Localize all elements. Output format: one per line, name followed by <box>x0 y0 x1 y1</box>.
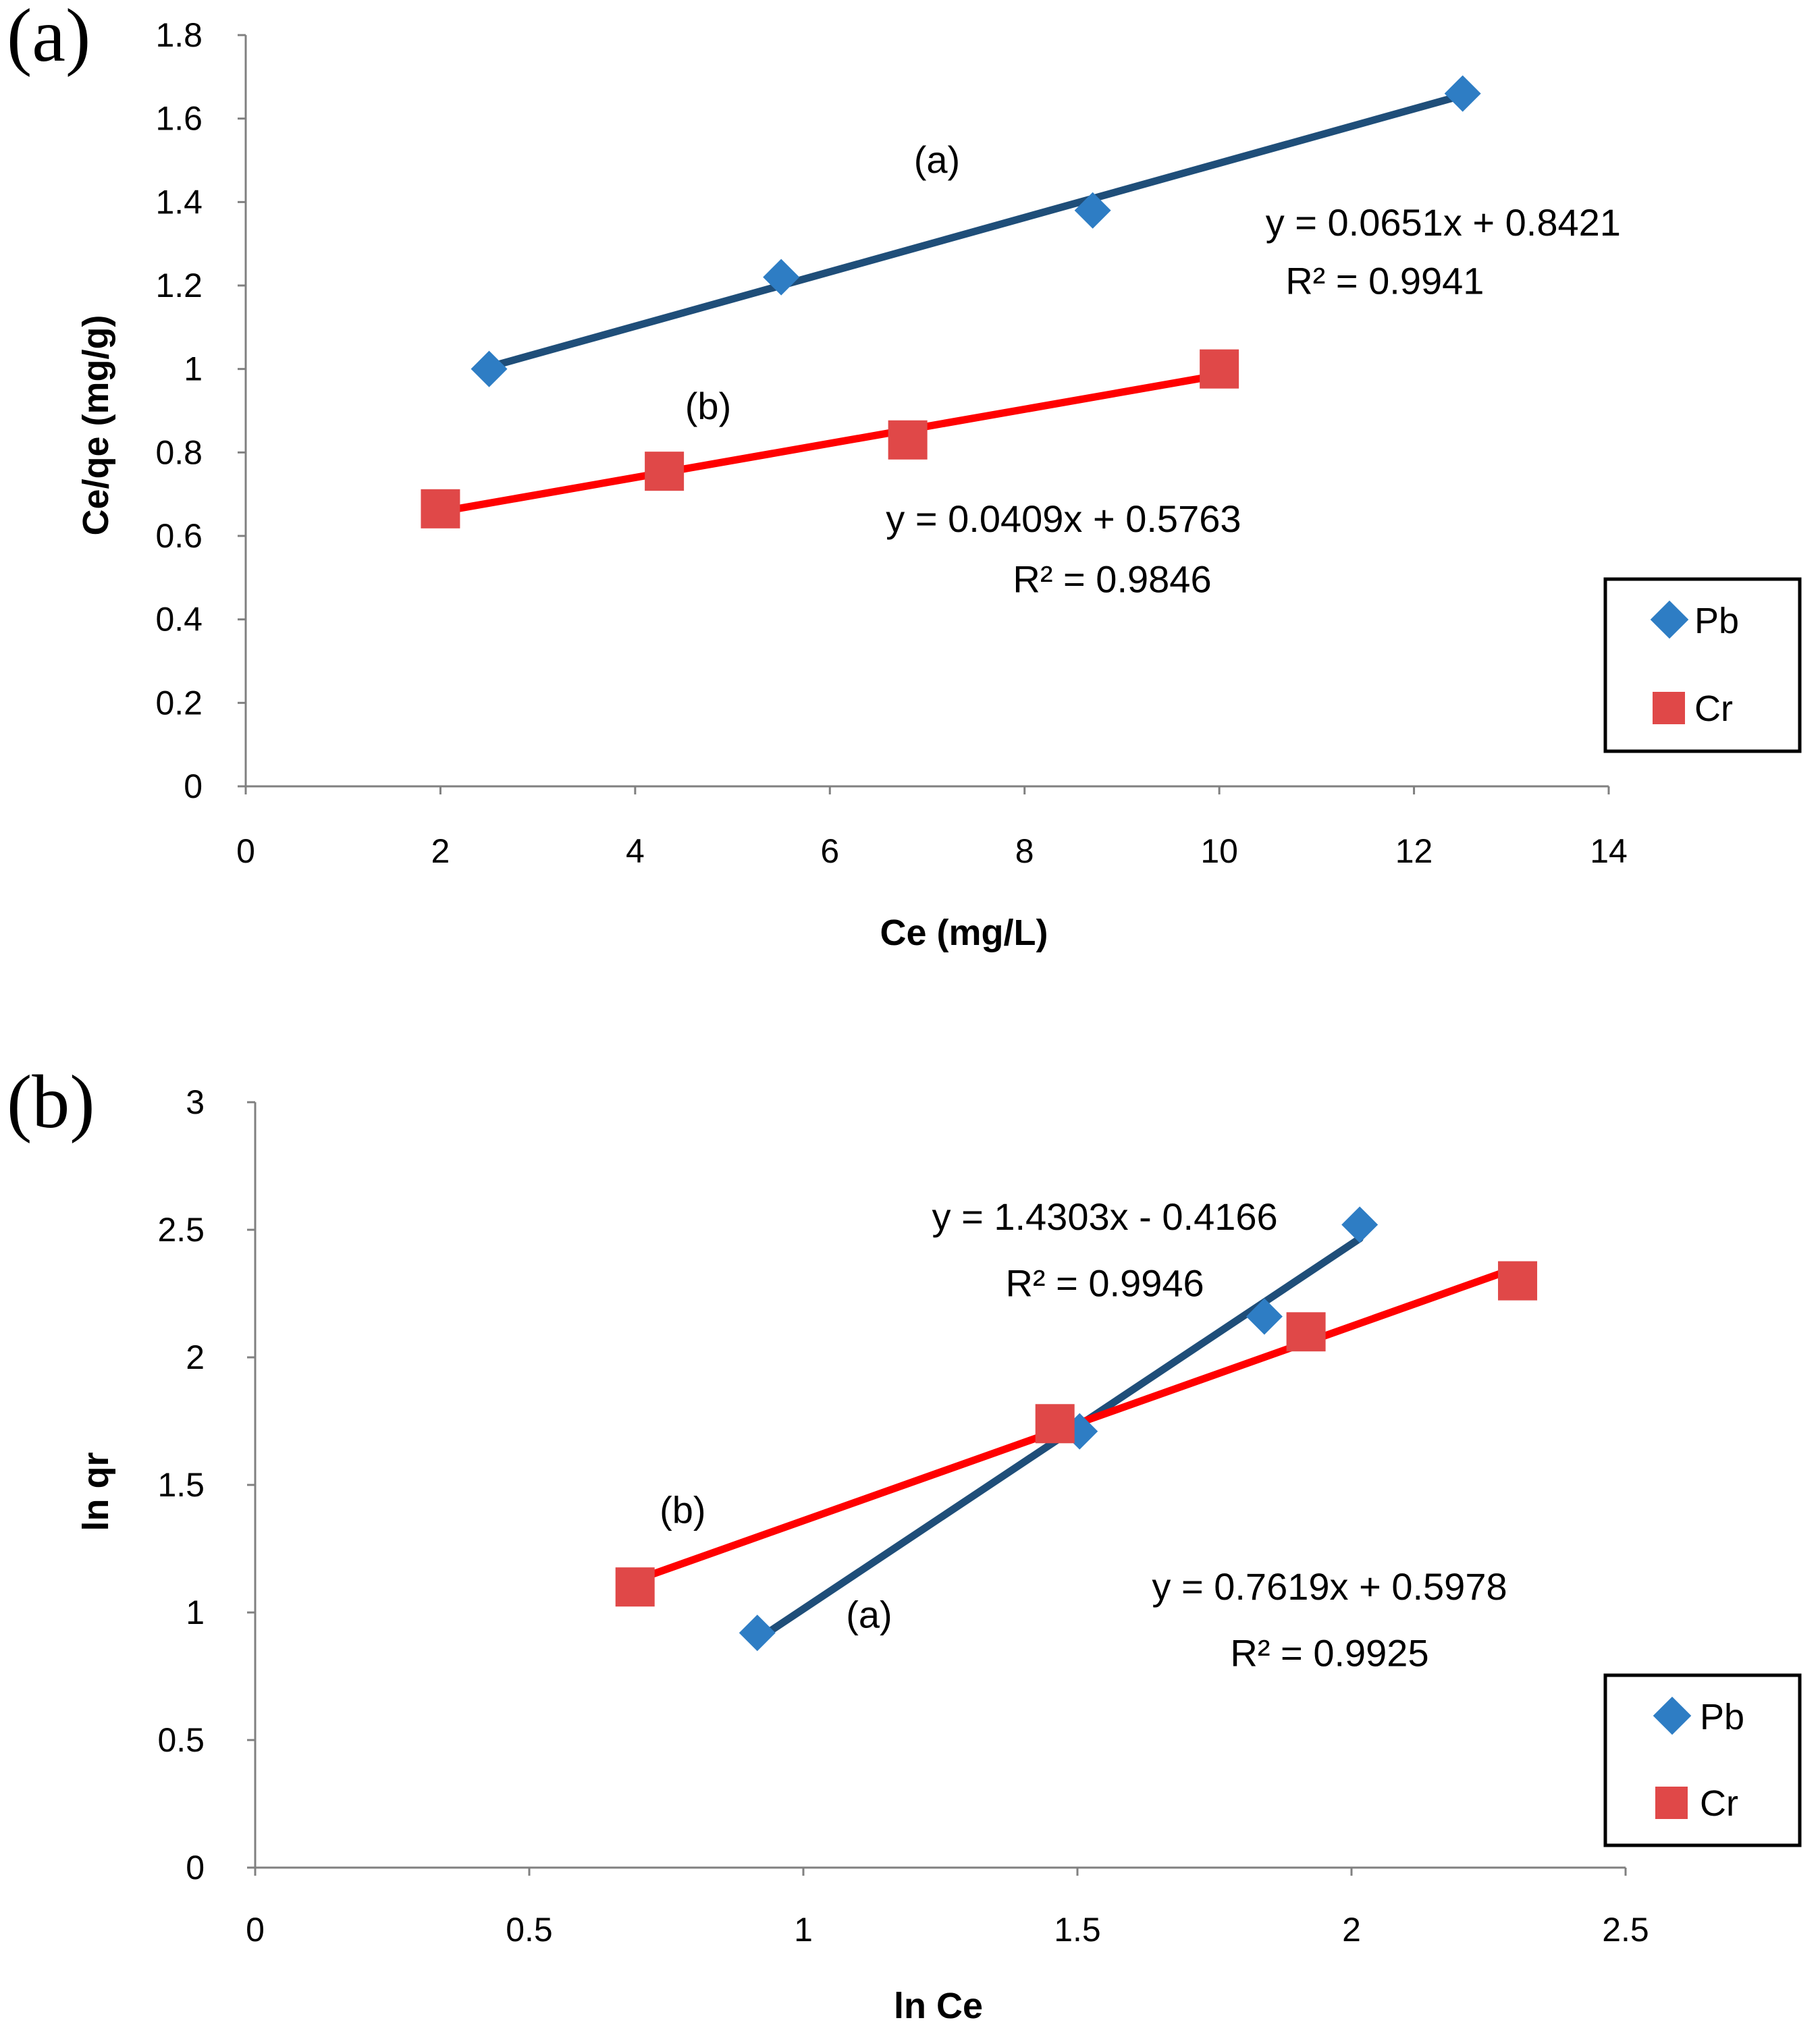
legend-marker-cr-a <box>1653 692 1685 724</box>
chart-annotation: R² = 0.9925 <box>1230 1631 1428 1674</box>
x-tick-label: 10 <box>1200 832 1238 870</box>
chart-annotation: (b) <box>685 385 731 427</box>
data-point-cr <box>1035 1404 1075 1444</box>
data-point-pb <box>739 1615 776 1652</box>
x-tick-label: 6 <box>820 832 839 870</box>
legend-box-b <box>1603 1673 1802 1847</box>
data-point-pb <box>1444 75 1481 112</box>
y-tick-label: 0.8 <box>155 433 203 471</box>
data-points-b <box>615 1206 1538 1652</box>
legend-marker-pb-b <box>1653 1696 1692 1735</box>
x-tick-label: 0.5 <box>506 1911 553 1949</box>
x-tick-label: 1 <box>794 1911 813 1949</box>
chart-annotation: y = 0.0651x + 0.8421 <box>1266 201 1621 244</box>
chart-annotation: y = 1.4303x - 0.4166 <box>932 1195 1278 1238</box>
legend-label-cr-b: Cr <box>1700 1783 1738 1824</box>
x-tick-labels-a: 0 2 4 6 8 10 12 14 <box>236 832 1628 870</box>
y-tick-label: 2 <box>186 1338 205 1376</box>
data-point-pb <box>1246 1298 1283 1335</box>
x-tick-label: 2.5 <box>1602 1911 1649 1949</box>
y-tick-label: 1.2 <box>155 267 203 304</box>
data-point-pb <box>763 259 800 296</box>
chart-annotation: (b) <box>660 1489 705 1531</box>
y-tick-label: 1.5 <box>157 1466 205 1504</box>
x-tick-label: 8 <box>1015 832 1034 870</box>
data-point-pb <box>471 350 508 387</box>
x-tick-label: 0 <box>246 1911 265 1949</box>
chart-annotation: y = 0.0409x + 0.5763 <box>886 497 1241 540</box>
x-tick-label: 4 <box>626 832 645 870</box>
legend-box-a <box>1603 577 1802 753</box>
fit-line-cr <box>436 371 1223 516</box>
chart-annotation: R² = 0.9941 <box>1285 259 1484 302</box>
legend-b: Pb Cr <box>1603 1673 1802 1847</box>
chart-annotation: R² = 0.9946 <box>1005 1261 1204 1304</box>
y-tick-label: 1.6 <box>155 100 203 138</box>
x-tick-label: 2 <box>1342 1911 1361 1949</box>
data-point-cr <box>1498 1261 1538 1301</box>
y-tick-label: 2.5 <box>157 1211 205 1249</box>
chart-annotation: y = 0.7619x + 0.5978 <box>1152 1565 1507 1608</box>
y-tick-label: 0 <box>184 767 203 805</box>
y-axis-title-b: ln qr <box>76 1453 116 1531</box>
y-tick-label: 3 <box>186 1083 205 1121</box>
y-tick-label: 1.8 <box>155 16 203 54</box>
y-tick-label: 0.6 <box>155 517 203 555</box>
x-tick-label: 1.5 <box>1054 1911 1101 1949</box>
chart-annotation: (a) <box>846 1594 892 1636</box>
data-point-cr <box>421 489 460 528</box>
chart-annotation: (a) <box>914 138 960 181</box>
y-tick-label: 1 <box>184 350 203 388</box>
data-points-a <box>421 75 1481 528</box>
legend-marker-pb-a <box>1650 600 1689 639</box>
x-tick-label: 0 <box>236 832 255 870</box>
annotations-a: (a) y = 0.0651x + 0.8421 R² = 0.9941 (b) y =… <box>685 138 1621 600</box>
data-point-cr <box>645 452 685 491</box>
y-tick-labels-b: 0 0.5 1 1.5 2 2.5 3 <box>157 1083 205 1887</box>
data-point-cr <box>888 420 928 460</box>
y-tick-label: 0.2 <box>155 684 203 722</box>
chart-panel-a: (a) 0 0.2 0.4 0.6 0.8 1 1.2 1.4 1.6 1.8 0 2 4 6 8 10 12… <box>7 0 1802 953</box>
data-point-pb <box>1074 192 1111 229</box>
data-point-pb <box>1341 1206 1379 1243</box>
x-axis-title-a: Ce (mg/L) <box>880 913 1048 953</box>
legend-label-pb-a: Pb <box>1694 601 1739 641</box>
annotations-b: y = 1.4303x - 0.4166 R² = 0.9946 (b) (a) y =… <box>660 1195 1507 1674</box>
y-tick-label: 1 <box>186 1594 205 1631</box>
data-point-cr <box>1200 349 1239 389</box>
data-point-cr <box>615 1567 655 1607</box>
x-tick-label: 14 <box>1590 832 1628 870</box>
axes-a <box>238 34 1610 794</box>
chart-panel-b: (b) 0 0.5 1 1.5 2 2.5 3 0 0.5 1 1.5 2 2.5 y = 1.430… <box>7 1060 1802 2026</box>
panel-label-a: (a) <box>7 0 90 78</box>
legend-marker-cr-b <box>1655 1787 1688 1819</box>
y-tick-label: 0.5 <box>157 1721 205 1759</box>
y-tick-label: 0.4 <box>155 601 203 639</box>
data-point-cr <box>1286 1312 1326 1352</box>
y-tick-label: 0 <box>186 1849 205 1887</box>
fit-line-pb <box>485 91 1467 371</box>
chart-annotation: R² = 0.9846 <box>1013 558 1211 600</box>
legend-label-cr-a: Cr <box>1694 688 1733 729</box>
x-axis-title-b: ln Ce <box>894 1986 983 2026</box>
x-tick-label: 2 <box>431 832 450 870</box>
panel-label-b: (b) <box>7 1060 95 1144</box>
y-tick-labels-a: 0 0.2 0.4 0.6 0.8 1 1.2 1.4 1.6 1.8 <box>155 16 203 805</box>
y-axis-title-a: Ce/qe (mg/g) <box>76 315 116 535</box>
legend-label-pb-b: Pb <box>1700 1697 1744 1737</box>
x-tick-label: 12 <box>1395 832 1433 870</box>
legend-a: Pb Cr <box>1603 577 1802 753</box>
axes-b <box>247 1101 1627 1876</box>
fit-lines-a <box>436 91 1467 516</box>
x-tick-labels-b: 0 0.5 1 1.5 2 2.5 <box>246 1911 1649 1949</box>
y-tick-label: 1.4 <box>155 183 203 221</box>
